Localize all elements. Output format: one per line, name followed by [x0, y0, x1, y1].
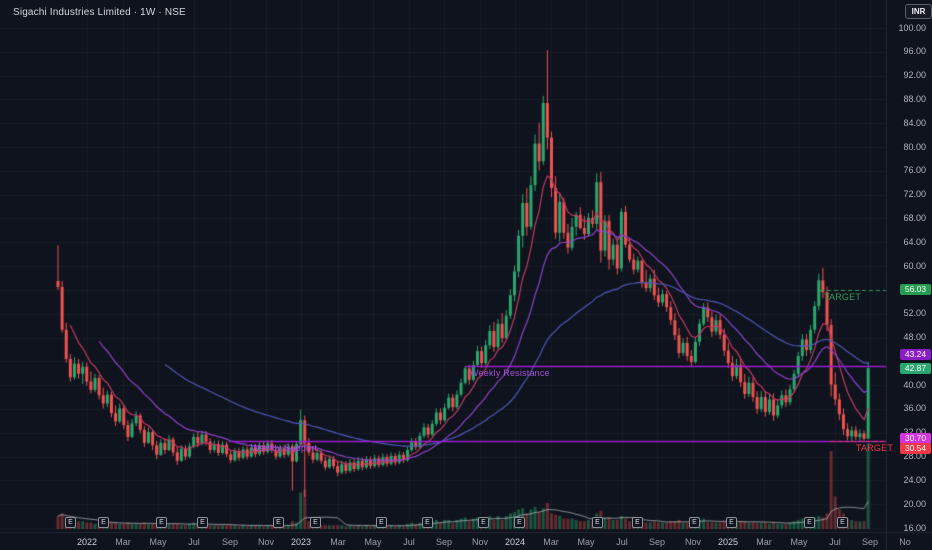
- target-upper-label[interactable]: TARGET: [824, 291, 862, 302]
- earnings-icon[interactable]: E: [689, 517, 700, 528]
- earnings-icon[interactable]: E: [310, 517, 321, 528]
- target-lower-label[interactable]: TARGET: [856, 443, 894, 454]
- time-tick: Sep: [861, 537, 879, 547]
- time-tick: Nov: [471, 537, 489, 547]
- price-tick: 40.00: [903, 379, 926, 390]
- time-tick: Mar: [756, 537, 772, 547]
- earnings-icon[interactable]: E: [197, 517, 208, 528]
- time-tick: Mar: [543, 537, 559, 547]
- symbol-title[interactable]: Sigachi Industries Limited · 1W · NSE: [13, 7, 186, 18]
- price-tick: 16.00: [903, 522, 926, 533]
- time-tick: Sep: [648, 537, 666, 547]
- price-tick: 84.00: [903, 117, 926, 128]
- price-tick: 68.00: [903, 212, 926, 223]
- earnings-icon[interactable]: E: [514, 517, 525, 528]
- time-tick: Jul: [403, 537, 415, 547]
- currency-button[interactable]: INR: [905, 4, 932, 19]
- time-tick: May: [149, 537, 167, 547]
- time-tick: Mar: [330, 537, 346, 547]
- price-tick: 88.00: [903, 93, 926, 104]
- weekly-resistance-label[interactable]: Weekly Resistance: [470, 367, 550, 378]
- price-tick: 92.00: [903, 70, 926, 81]
- earnings-icon[interactable]: E: [422, 517, 433, 528]
- price-tick: 60.00: [903, 260, 926, 271]
- time-tick: 2025: [717, 537, 739, 547]
- price-tick: 52.00: [903, 308, 926, 319]
- price-tick: 32.00: [886, 427, 930, 437]
- time-tick: Sep: [221, 537, 239, 547]
- earnings-icon[interactable]: E: [156, 517, 167, 528]
- time-tick: Nov: [684, 537, 702, 547]
- time-tick: 2024: [504, 537, 526, 547]
- price-tick: 72.00: [903, 189, 926, 200]
- time-tick: May: [577, 537, 595, 547]
- earnings-icon[interactable]: E: [837, 517, 848, 528]
- target-upper-price-label: 56.03: [900, 284, 931, 296]
- earnings-icon[interactable]: E: [726, 517, 737, 528]
- price-tick: 28.00: [903, 451, 926, 462]
- price-tick: 80.00: [903, 141, 926, 152]
- time-tick: Sep: [435, 537, 453, 547]
- time-tick: Nov: [257, 537, 275, 547]
- time-tick: Mar: [115, 537, 131, 547]
- time-tick: May: [790, 537, 808, 547]
- earnings-icon[interactable]: E: [65, 517, 76, 528]
- price-tick: 48.00: [903, 332, 926, 343]
- time-tick: No: [899, 537, 911, 547]
- price-tick: 64.00: [903, 236, 926, 247]
- weekly-support-label[interactable]: Weekly Support: [251, 442, 318, 453]
- resistance-price-label: 43.24: [900, 349, 931, 361]
- price-tick: 96.00: [903, 46, 926, 57]
- earnings-icon[interactable]: E: [98, 517, 109, 528]
- last-price-price-label: 42.87: [900, 362, 931, 374]
- target-lower-price-label: 30.54: [900, 442, 931, 454]
- support-price-label: 30.70: [900, 433, 931, 444]
- time-tick: 2023: [290, 537, 312, 547]
- earnings-icon[interactable]: E: [376, 517, 387, 528]
- price-tick: 20.00: [903, 498, 926, 509]
- price-tick: 36.00: [903, 403, 926, 414]
- earnings-icon[interactable]: E: [273, 517, 284, 528]
- price-tick: 76.00: [903, 165, 926, 176]
- earnings-icon[interactable]: E: [592, 517, 603, 528]
- price-tick: 100.00: [898, 22, 926, 33]
- time-tick: 2022: [76, 537, 98, 547]
- earnings-icon[interactable]: E: [804, 517, 815, 528]
- price-tick: 24.00: [903, 474, 926, 485]
- time-tick: May: [364, 537, 382, 547]
- earnings-icon[interactable]: E: [478, 517, 489, 528]
- time-tick: Jul: [188, 537, 200, 547]
- time-tick: Jul: [616, 537, 628, 547]
- earnings-icon[interactable]: E: [632, 517, 643, 528]
- time-tick: Jul: [829, 537, 841, 547]
